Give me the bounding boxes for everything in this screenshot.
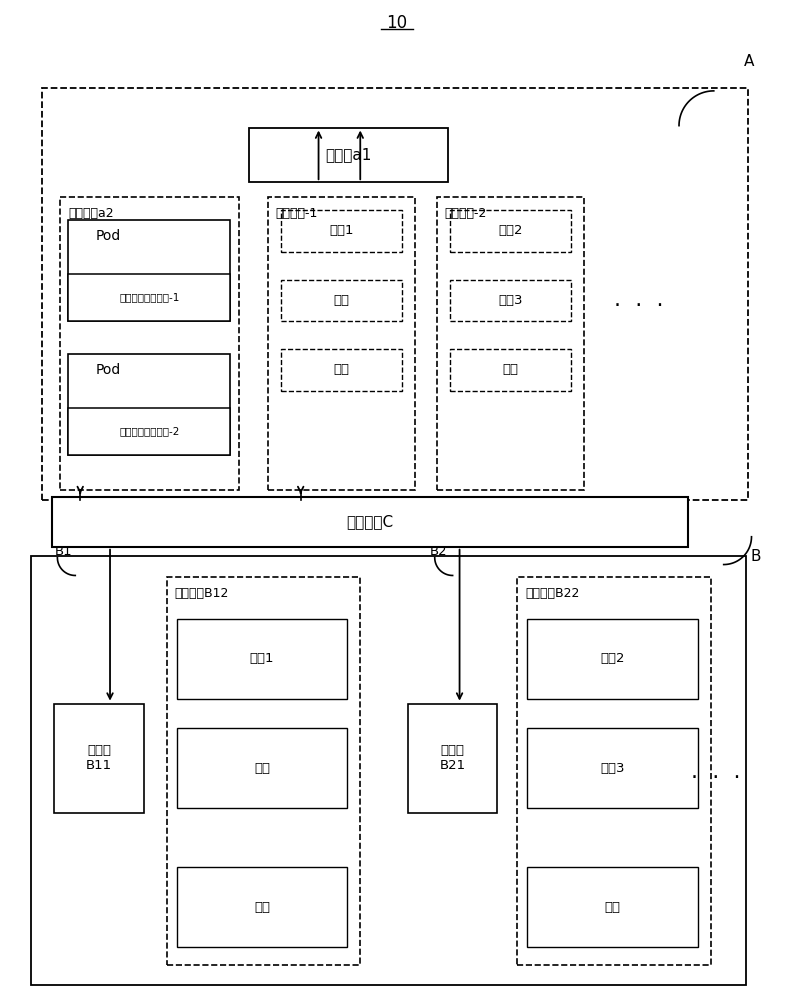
Bar bbox=[167, 577, 360, 965]
Bar bbox=[393, 570, 726, 975]
Bar bbox=[437, 197, 584, 490]
Text: 任务2: 任务2 bbox=[498, 224, 522, 237]
Text: ·  ·  ·: · · · bbox=[691, 768, 741, 788]
Bar bbox=[281, 280, 402, 321]
Bar bbox=[527, 728, 698, 808]
Text: 任务: 任务 bbox=[254, 901, 270, 914]
Text: B2: B2 bbox=[430, 545, 447, 558]
Bar bbox=[176, 619, 347, 699]
Bar bbox=[43, 88, 747, 500]
Bar bbox=[281, 210, 402, 252]
Text: 实际节点B12: 实际节点B12 bbox=[175, 587, 229, 600]
Text: 任务1: 任务1 bbox=[330, 224, 353, 237]
Bar bbox=[68, 274, 230, 321]
Bar bbox=[68, 354, 230, 455]
Text: B: B bbox=[750, 549, 761, 564]
Bar bbox=[527, 619, 698, 699]
Text: Pod: Pod bbox=[96, 363, 121, 377]
Text: 任务3: 任务3 bbox=[498, 294, 522, 307]
Text: 控制面
B11: 控制面 B11 bbox=[86, 744, 112, 772]
Bar bbox=[40, 570, 373, 975]
Text: 虚拟节点管理组件-2: 虚拟节点管理组件-2 bbox=[119, 426, 179, 436]
Text: 任务: 任务 bbox=[333, 363, 349, 376]
Text: A: A bbox=[744, 54, 755, 69]
Text: 虚拟节点管理组件-1: 虚拟节点管理组件-1 bbox=[119, 292, 179, 302]
Bar bbox=[68, 408, 230, 455]
Text: 虚拟节点-1: 虚拟节点-1 bbox=[276, 207, 318, 220]
Bar bbox=[517, 577, 711, 965]
Text: Pod: Pod bbox=[96, 229, 121, 243]
Bar bbox=[281, 349, 402, 391]
Text: B1: B1 bbox=[55, 545, 72, 558]
Text: 虚拟节点-2: 虚拟节点-2 bbox=[445, 207, 487, 220]
Bar bbox=[527, 867, 698, 947]
Bar bbox=[31, 556, 746, 985]
Text: 10: 10 bbox=[387, 14, 407, 32]
Text: 任务: 任务 bbox=[254, 762, 270, 775]
Text: 任务: 任务 bbox=[502, 363, 518, 376]
Text: 实际节点B22: 实际节点B22 bbox=[525, 587, 580, 600]
Bar bbox=[449, 280, 571, 321]
Bar bbox=[449, 210, 571, 252]
Bar bbox=[449, 349, 571, 391]
Bar bbox=[60, 197, 239, 490]
Bar bbox=[408, 704, 497, 813]
Bar bbox=[268, 197, 415, 490]
Text: 控制面a1: 控制面a1 bbox=[326, 147, 372, 162]
Bar bbox=[52, 497, 688, 547]
Text: 任务: 任务 bbox=[604, 901, 620, 914]
Bar bbox=[249, 128, 448, 182]
Bar bbox=[68, 220, 230, 321]
Text: 实际节点a2: 实际节点a2 bbox=[68, 207, 114, 220]
Text: 任务2: 任务2 bbox=[600, 652, 625, 665]
Text: 任务3: 任务3 bbox=[600, 762, 625, 775]
Bar bbox=[55, 704, 144, 813]
Bar bbox=[176, 728, 347, 808]
Bar bbox=[176, 867, 347, 947]
Text: 任务1: 任务1 bbox=[249, 652, 274, 665]
Text: 控制面
B21: 控制面 B21 bbox=[440, 744, 465, 772]
Text: 代理组件C: 代理组件C bbox=[347, 514, 394, 529]
Text: 任务: 任务 bbox=[333, 294, 349, 307]
Text: ·  ·  ·: · · · bbox=[614, 296, 663, 316]
